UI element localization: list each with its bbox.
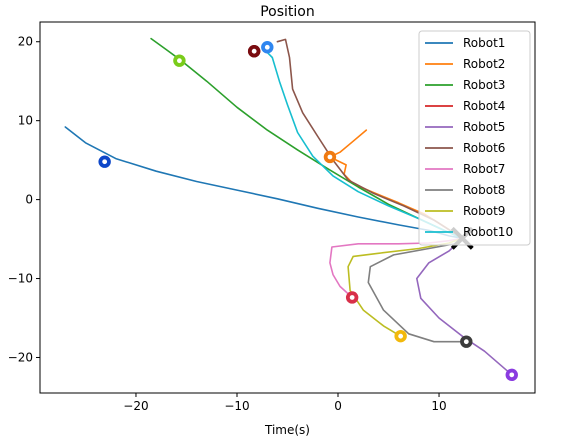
legend-label: Robot6 bbox=[463, 141, 505, 155]
legend-label: Robot3 bbox=[463, 78, 505, 92]
y-tick-label: 10 bbox=[18, 114, 33, 128]
x-tick-label: 10 bbox=[431, 399, 446, 413]
robot-marker-8 bbox=[460, 335, 473, 348]
robot-marker-7 bbox=[345, 291, 359, 304]
legend-label: Robot10 bbox=[463, 225, 513, 239]
y-tick-label: −20 bbox=[8, 350, 33, 364]
legend-label: Robot8 bbox=[463, 183, 505, 197]
legend-label: Robot5 bbox=[463, 120, 505, 134]
y-tick-label: −10 bbox=[8, 272, 33, 286]
chart-title: Position bbox=[260, 4, 315, 20]
robot-marker-3 bbox=[173, 54, 186, 67]
robot-marker-10 bbox=[261, 41, 274, 54]
legend-label: Robot2 bbox=[463, 57, 505, 71]
x-tick-label: 0 bbox=[334, 399, 342, 413]
plot-frame bbox=[39, 21, 536, 394]
legend-label: Robot9 bbox=[463, 204, 505, 218]
robot-marker-2 bbox=[323, 150, 337, 164]
series-line-5 bbox=[416, 237, 513, 376]
robot-marker-6 bbox=[247, 45, 261, 58]
y-axis: −20 −10 0 10 20 bbox=[8, 35, 40, 364]
series-line-9 bbox=[347, 237, 464, 337]
x-tick-label: −20 bbox=[123, 399, 148, 413]
x-tick-label: −10 bbox=[224, 399, 249, 413]
robot-marker-1 bbox=[98, 155, 111, 168]
y-tick-label: 20 bbox=[18, 35, 33, 49]
series-line-8 bbox=[367, 237, 468, 343]
robot-marker-9 bbox=[394, 329, 407, 343]
legend: Robot1 Robot2 Robot3 Robot4 Robot5 Robot6 Robo… bbox=[418, 30, 531, 246]
x-axis-label: Time(s) bbox=[264, 423, 310, 437]
x-axis: −20 −10 0 10 bbox=[123, 393, 447, 413]
robot-marker-5 bbox=[505, 368, 518, 382]
y-tick-label: 0 bbox=[25, 193, 33, 207]
series-line-6 bbox=[276, 38, 464, 240]
legend-label: Robot1 bbox=[463, 36, 505, 50]
robot-layer bbox=[98, 41, 518, 382]
legend-label: Robot7 bbox=[463, 162, 505, 176]
legend-label: Robot4 bbox=[463, 99, 505, 113]
